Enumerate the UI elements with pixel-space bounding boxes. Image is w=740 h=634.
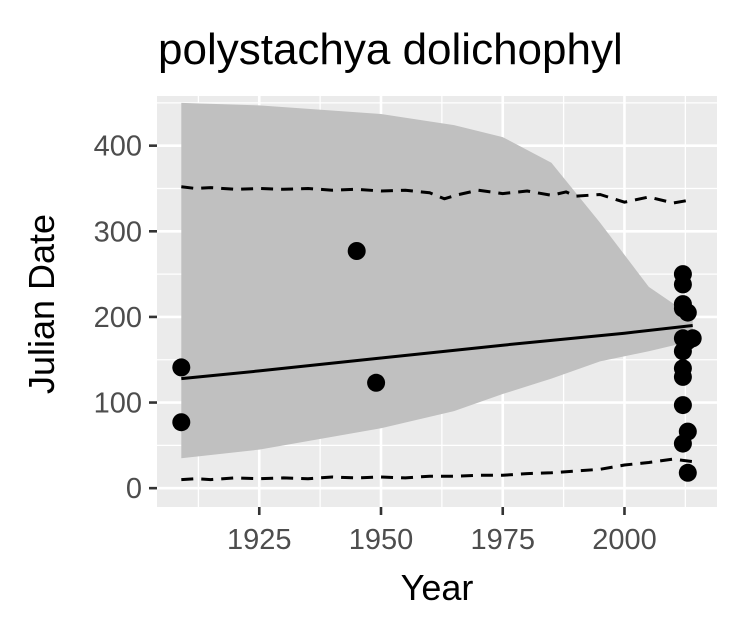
x-axis-title: Year <box>401 567 474 608</box>
data-point <box>172 358 191 377</box>
x-axis: 1925 1950 1975 2000 <box>227 507 657 556</box>
y-tick-label: 300 <box>94 216 142 248</box>
fit-layer <box>181 324 693 381</box>
quantile-layer <box>181 185 693 482</box>
data-point <box>347 242 366 260</box>
data-point <box>683 329 702 348</box>
x-tick-label: 1975 <box>470 524 535 556</box>
data-point <box>367 373 386 392</box>
data-point <box>678 303 697 322</box>
y-tick-label: 200 <box>94 302 142 334</box>
y-tick-label: 0 <box>126 473 142 505</box>
data-point <box>678 463 697 482</box>
x-tick-label: 2000 <box>592 524 657 556</box>
lower-quantile-line <box>181 457 693 482</box>
x-tick-label: 1950 <box>349 524 414 556</box>
y-tick-label: 100 <box>94 388 142 420</box>
x-tick-label: 1925 <box>227 524 292 556</box>
data-point <box>673 367 692 386</box>
data-point <box>673 396 692 415</box>
points-layer <box>172 242 702 482</box>
fit-line <box>181 324 693 381</box>
chart-title: polystachya dolichophyl <box>158 25 623 74</box>
y-tick-label: 400 <box>94 131 142 163</box>
data-point <box>678 422 697 441</box>
data-point <box>673 275 692 294</box>
y-axis-title: Julian Date <box>21 214 62 394</box>
upper-quantile-line <box>181 185 693 205</box>
data-point <box>172 413 191 432</box>
y-axis: 0 100 200 300 400 <box>94 131 157 505</box>
